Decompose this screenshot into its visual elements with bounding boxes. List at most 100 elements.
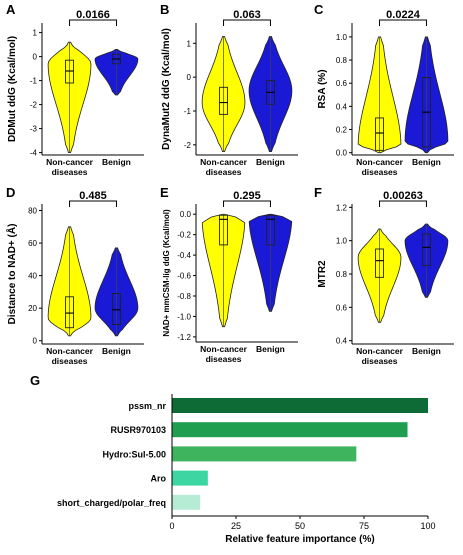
- y-axis-title: Distance to NAD+ (Å): [5, 224, 18, 325]
- category-label: Benign: [256, 344, 285, 354]
- category-label: Non-cancer diseases: [356, 346, 403, 366]
- y-tick-label: -2: [30, 101, 38, 110]
- y-tick-label: -1: [30, 77, 38, 86]
- p-value: 0.00263: [383, 190, 423, 202]
- box: [65, 296, 74, 329]
- bar: [172, 398, 428, 413]
- category-label-line: Non-cancer: [200, 344, 247, 354]
- category-label: Benign: [412, 346, 441, 356]
- x-tick-label: 25: [231, 521, 241, 531]
- x-axis-title: Relative feature importance (%): [225, 534, 375, 545]
- category-label-line: diseases: [362, 356, 398, 366]
- y-tick-label: 0.0: [180, 210, 192, 219]
- y-tick-label: 0.8: [336, 56, 348, 65]
- category-label: Non-cancer diseases: [46, 346, 93, 366]
- significance-bracket: [379, 19, 427, 26]
- panel-e: E -1.2 -1.0 -0.8 -0.6 -0.4 -0.2 0.0 NAD+ mmCSM-l…: [160, 185, 298, 364]
- y-tick-label: 1: [33, 29, 38, 38]
- y-tick-label: 0.6: [336, 79, 348, 88]
- y-tick-label: -1.0: [177, 312, 191, 321]
- category-label-line: Non-cancer: [200, 157, 247, 167]
- y-axis-title: NAD+ mmCSM-lig ddG (Kcal/mol): [162, 209, 171, 337]
- category-label-line: Non-cancer: [46, 157, 93, 167]
- y-tick-label: 1: [187, 39, 192, 48]
- y-tick-label: 40: [28, 272, 37, 281]
- category-label: RUSR970103: [110, 425, 166, 435]
- category-label: Hydro:Sul-5.00: [102, 449, 166, 459]
- category-label-line: diseases: [52, 356, 88, 366]
- category-label-line: diseases: [362, 167, 398, 177]
- y-tick-label: 1.0: [336, 33, 348, 42]
- bar: [172, 446, 357, 462]
- box: [375, 117, 384, 151]
- bar: [172, 494, 201, 510]
- category-label-line: diseases: [206, 354, 242, 364]
- panel-letter: B: [160, 2, 169, 17]
- category-label-line: Non-cancer: [46, 346, 93, 356]
- bar: [172, 422, 408, 438]
- y-tick-label: -1: [184, 107, 192, 116]
- y-tick-label: -0.2: [177, 231, 191, 240]
- box: [112, 293, 121, 325]
- category-label: Benign: [102, 346, 131, 356]
- panel-letter: D: [6, 185, 15, 200]
- p-value: 0.295: [233, 190, 261, 202]
- x-tick-label: 0: [169, 521, 174, 531]
- category-label: Aro: [151, 474, 167, 484]
- category-label: Benign: [256, 157, 285, 167]
- panel-d: D 0 20 40 60 80 Distance to NAD+ (Å) Non-cancer…: [5, 185, 144, 366]
- y-tick-label: 0.4: [336, 337, 348, 346]
- y-tick-label: -0.4: [177, 251, 191, 260]
- significance-bracket: [69, 19, 117, 26]
- category-label: Non-cancer diseases: [356, 157, 403, 177]
- y-tick-label: 0: [33, 337, 38, 346]
- category-label-line: diseases: [206, 167, 242, 177]
- p-value: 0.485: [79, 190, 107, 202]
- category-label-line: diseases: [52, 167, 88, 177]
- y-tick-label: -1.2: [177, 333, 191, 342]
- y-tick-label: -0.8: [177, 292, 191, 301]
- y-tick-label: 0.4: [336, 102, 348, 111]
- y-tick-label: -4: [30, 149, 38, 158]
- bar: [172, 470, 208, 486]
- y-tick-label: -2: [184, 141, 192, 150]
- significance-bracket: [69, 200, 117, 207]
- panel-letter: C: [314, 2, 324, 17]
- y-tick-label: 20: [28, 304, 37, 313]
- y-tick-label: 0.0: [336, 149, 348, 158]
- box: [65, 59, 74, 84]
- category-label: short_charged/polar_freq: [57, 498, 166, 508]
- category-label: Non-cancer diseases: [200, 157, 247, 177]
- y-tick-label: 1.2: [336, 203, 348, 212]
- category-label: pssm_nr: [128, 401, 166, 411]
- p-value: 0.0166: [76, 9, 110, 21]
- x-tick-label: 75: [359, 521, 369, 531]
- category-label: Benign: [102, 157, 131, 167]
- category-label: Benign: [412, 157, 441, 167]
- box: [422, 233, 431, 267]
- x-tick-label: 50: [295, 521, 305, 531]
- panel-c: C 0.0 0.2 0.4 0.6 0.8 1.0 RSA (%) Non-cancer dise…: [314, 2, 454, 177]
- panel-letter: A: [6, 2, 16, 17]
- y-tick-label: 0.6: [336, 303, 348, 312]
- significance-bracket: [223, 200, 271, 207]
- panel-letter: E: [160, 185, 169, 200]
- y-axis-title: DynaMut2 ddG (Kcal/mol): [161, 28, 172, 150]
- y-axis-title: MTR2: [317, 260, 328, 288]
- y-axis-title: RSA (%): [317, 69, 328, 108]
- category-label: Non-cancer diseases: [200, 344, 247, 364]
- significance-bracket: [223, 19, 271, 26]
- panel-f: F 0.4 0.6 0.8 1.0 1.2 MTR2 Non-cancer diseases Be…: [314, 185, 454, 366]
- box: [219, 86, 228, 115]
- category-label-line: Non-cancer: [356, 346, 403, 356]
- box: [219, 214, 228, 246]
- y-tick-label: 80: [28, 207, 37, 216]
- y-tick-label: 60: [28, 239, 37, 248]
- category-label-line: Non-cancer: [356, 157, 403, 167]
- box: [266, 214, 275, 246]
- box: [375, 248, 384, 278]
- y-tick-label: 0.8: [336, 270, 348, 279]
